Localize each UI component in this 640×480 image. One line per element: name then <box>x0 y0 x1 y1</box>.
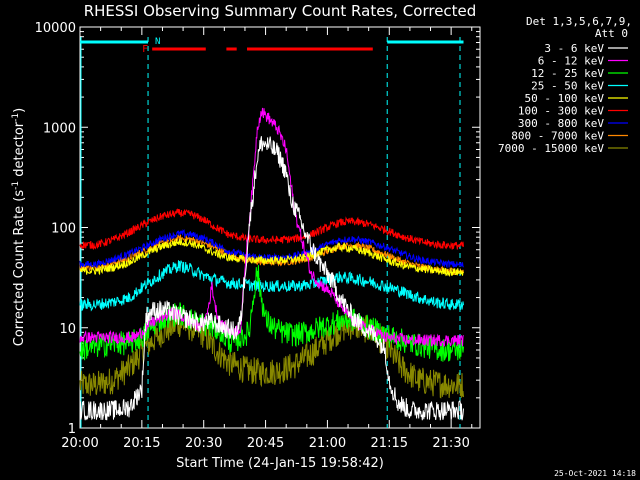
legend-label-7: 800 - 7000 keV <box>511 130 604 143</box>
flag-bars: NF <box>80 37 464 55</box>
x-tick-label: 20:45 <box>247 436 284 451</box>
x-axis-ticks: 20:00 20:15 20:30 20:45 21:00 21:15 21:30 <box>61 27 473 451</box>
y-axis-label: Corrected Count Rate (s-1 detector-1) <box>11 108 27 346</box>
y-tick-label: 100 <box>51 222 76 237</box>
legend-label-3: 25 - 50 keV <box>531 80 604 93</box>
y-label-main: Corrected Count Rate (s <box>12 190 27 347</box>
y-label-sup2: -1 <box>11 113 21 122</box>
series-lines <box>79 107 464 421</box>
legend-label-6: 300 - 800 keV <box>518 117 604 130</box>
x-axis-label: Start Time (24-Jan-15 19:58:42) <box>176 456 384 471</box>
y-tick-label: 1 <box>68 422 76 437</box>
series-line-4 <box>79 238 464 278</box>
y-tick-label: 10000 <box>35 21 76 36</box>
series-line-0 <box>79 136 464 421</box>
chart-title: RHESSI Observing Summary Count Rates, Co… <box>84 2 477 20</box>
legend-header-attenuator: Att 0 <box>595 27 628 40</box>
y-axis-ticks: 1 10 100 1000 10000 <box>35 21 480 437</box>
night-boundary-lines <box>80 37 461 428</box>
y-label-sup1: -1 <box>11 181 21 190</box>
footer-timestamp: 25-Oct-2021 14:18 <box>554 469 636 478</box>
y-tick-label: 10 <box>59 322 76 337</box>
series-line-5 <box>79 208 464 251</box>
x-tick-label: 21:30 <box>432 436 469 451</box>
y-tick-label: 1000 <box>43 121 76 136</box>
legend-label-2: 12 - 25 keV <box>531 67 604 80</box>
series-line-2 <box>79 265 464 362</box>
series-line-1 <box>79 107 464 348</box>
series-line-7 <box>79 233 464 275</box>
legend-label-8: 7000 - 15000 keV <box>498 142 604 155</box>
legend-label-5: 100 - 300 keV <box>518 105 604 118</box>
legend-label-4: 50 - 100 keV <box>525 92 605 105</box>
y-label-end: ) <box>12 108 27 113</box>
x-tick-label: 20:30 <box>185 436 222 451</box>
legend-label-0: 3 - 6 keV <box>544 42 604 55</box>
x-tick-label: 21:00 <box>309 436 346 451</box>
flare-flag-label: F <box>142 44 148 55</box>
y-label-mid: detector <box>12 121 27 181</box>
series-line-3 <box>79 260 464 312</box>
legend-label-1: 6 - 12 keV <box>538 55 605 68</box>
x-tick-label: 20:15 <box>123 436 160 451</box>
x-tick-label: 20:00 <box>61 436 98 451</box>
x-tick-label: 21:15 <box>371 436 408 451</box>
night-flag-label: N <box>155 37 160 47</box>
legend-header-detectors: Det 1,3,5,6,7,9, <box>526 15 632 28</box>
